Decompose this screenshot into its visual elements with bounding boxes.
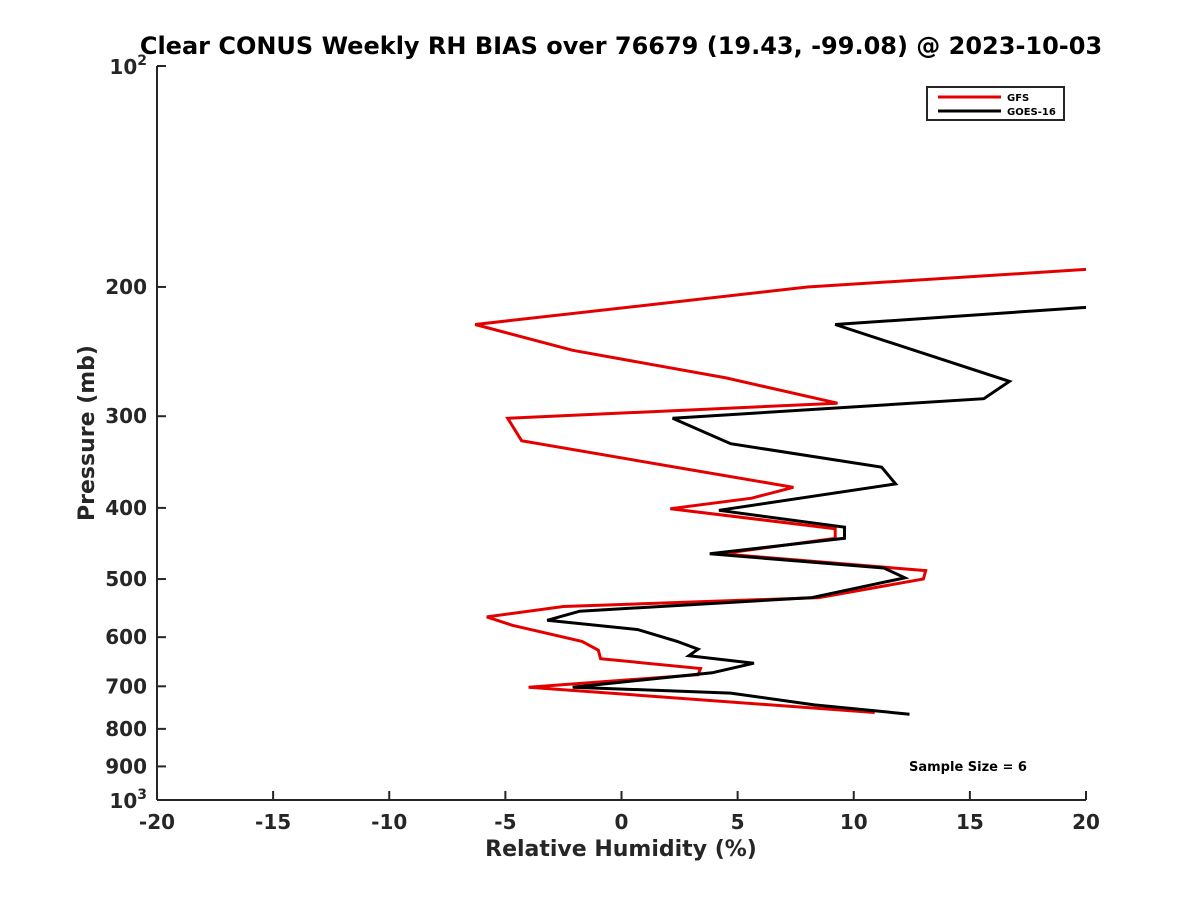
y-tick-label: 700 — [105, 674, 147, 698]
series-line-gfs — [474, 267, 1086, 714]
x-tick-label: 10 — [840, 810, 868, 834]
y-tick-label: 400 — [105, 496, 147, 520]
x-tick-label: -5 — [494, 810, 516, 834]
y-tick-label: 200 — [105, 275, 147, 299]
legend-label: GOES-16 — [1007, 107, 1056, 118]
legend-label: GFS — [1007, 93, 1029, 104]
x-tick-label: 15 — [956, 810, 984, 834]
y-axis-label: Pressure (mb) — [75, 345, 100, 521]
sample-size-annotation: Sample Size = 6 — [909, 760, 1027, 775]
x-axis-label: Relative Humidity (%) — [485, 837, 757, 862]
y-tick-label: 300 — [105, 404, 147, 428]
series-line-goes-16 — [546, 305, 1086, 716]
y-tick-label: 900 — [105, 754, 147, 778]
y-tick-label: 102 — [109, 53, 147, 79]
y-tick-label: 103 — [109, 787, 147, 813]
legend-box — [926, 86, 1065, 121]
x-tick-label: 0 — [615, 810, 629, 834]
x-tick-label: -15 — [255, 810, 291, 834]
y-tick-label: 600 — [105, 625, 147, 649]
legend: GFS GOES-16 — [926, 86, 1065, 121]
ticks-layer: -20 -15 -10 -5 0 5 10 15 20 102 200 300 400 500 600 700… — [105, 53, 1100, 834]
x-tick-label: -10 — [371, 810, 407, 834]
chart-title: Clear CONUS Weekly RH BIAS over 76679 (1… — [140, 32, 1102, 60]
x-tick-label: 20 — [1072, 810, 1100, 834]
series-layer — [474, 267, 1086, 716]
x-tick-label: 5 — [731, 810, 745, 834]
x-tick-label: -20 — [139, 810, 175, 834]
y-tick-label: 800 — [105, 717, 147, 741]
y-tick-label: 500 — [105, 567, 147, 591]
